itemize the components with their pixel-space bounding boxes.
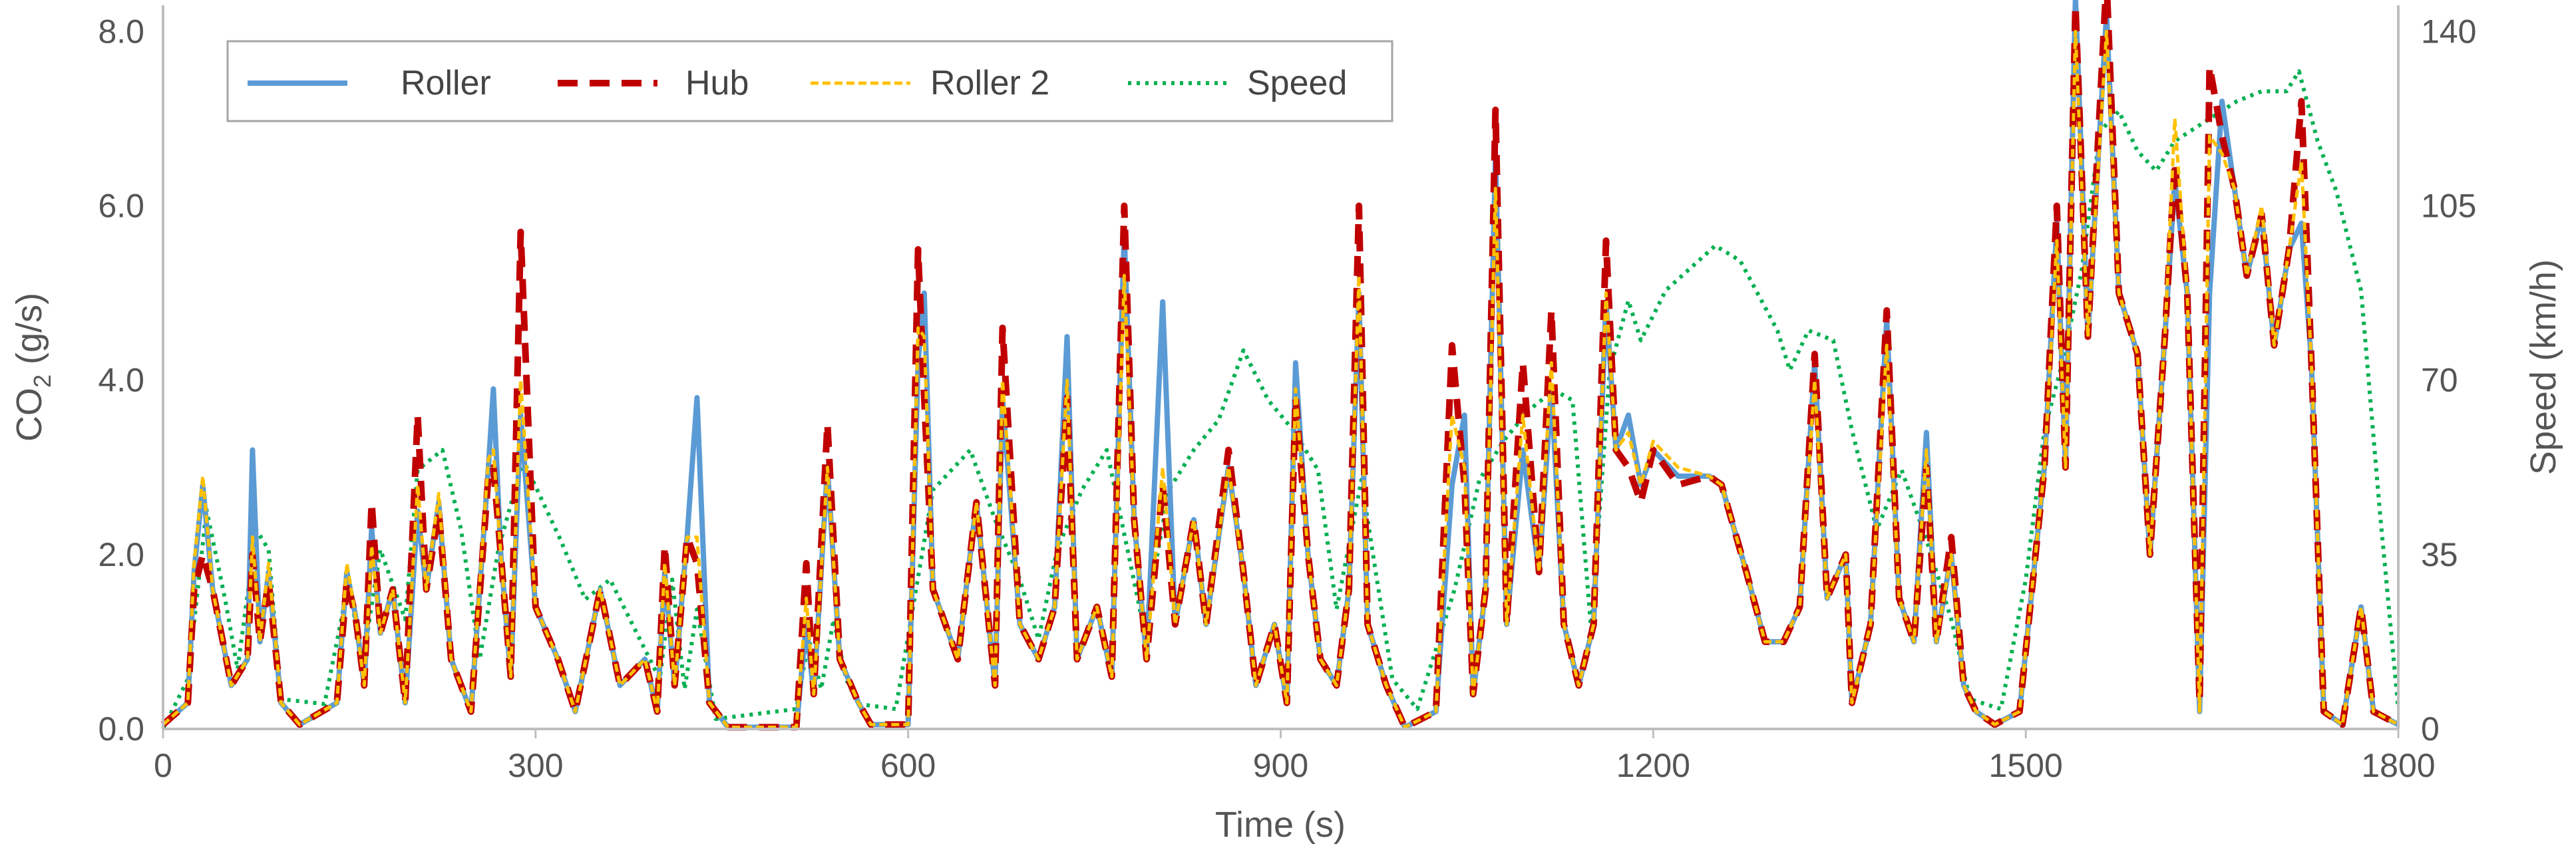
y2-tick-label: 35 bbox=[2421, 536, 2458, 573]
y-axis-title-subscript: 2 bbox=[29, 374, 56, 388]
y2-ticks: 0 35 70 105 140 bbox=[2421, 13, 2476, 748]
y2-tick-label: 105 bbox=[2421, 187, 2476, 224]
series-line-roller2 bbox=[162, 29, 2400, 729]
x-tick-label: 300 bbox=[508, 747, 563, 784]
y-axis-title-suffix: (g/s) bbox=[9, 293, 49, 374]
y-tick-label: 0.0 bbox=[98, 710, 144, 748]
x-tick-label: 1800 bbox=[2361, 747, 2435, 784]
y-ticks: 0.0 2.0 4.0 6.0 8.0 bbox=[98, 13, 144, 748]
legend-label-hub: Hub bbox=[685, 64, 749, 102]
y-tick-label: 8.0 bbox=[98, 13, 144, 50]
y-tick-label: 2.0 bbox=[98, 536, 144, 573]
y2-tick-label: 70 bbox=[2421, 362, 2458, 399]
x-tick-label: 600 bbox=[880, 747, 936, 784]
y-tick-label: 6.0 bbox=[98, 187, 144, 224]
legend-label-roller-2: Roller 2 bbox=[930, 64, 1049, 102]
legend-label-roller: Roller bbox=[401, 64, 491, 102]
y2-tick-label: 140 bbox=[2421, 13, 2476, 50]
x-ticks: 0 300 600 900 1200 1500 1800 bbox=[154, 729, 2436, 784]
y-axis-title: CO2 (g/s) bbox=[9, 293, 56, 442]
legend: Roller Hub Roller 2 Speed bbox=[226, 40, 1393, 122]
y2-axis-title: Speed (km/h) bbox=[2523, 259, 2563, 475]
x-axis-title: Time (s) bbox=[1215, 805, 1346, 845]
y-axis-title-main: CO bbox=[9, 388, 49, 442]
legend-label-speed: Speed bbox=[1247, 64, 1347, 102]
x-tick-label: 0 bbox=[154, 747, 172, 784]
x-tick-label: 1200 bbox=[1616, 747, 1690, 784]
x-tick-label: 1500 bbox=[1989, 747, 2063, 784]
y2-tick-label: 0 bbox=[2421, 710, 2440, 748]
x-tick-label: 900 bbox=[1253, 747, 1308, 784]
y-tick-label: 4.0 bbox=[98, 362, 144, 399]
series-layer bbox=[160, 0, 2400, 731]
